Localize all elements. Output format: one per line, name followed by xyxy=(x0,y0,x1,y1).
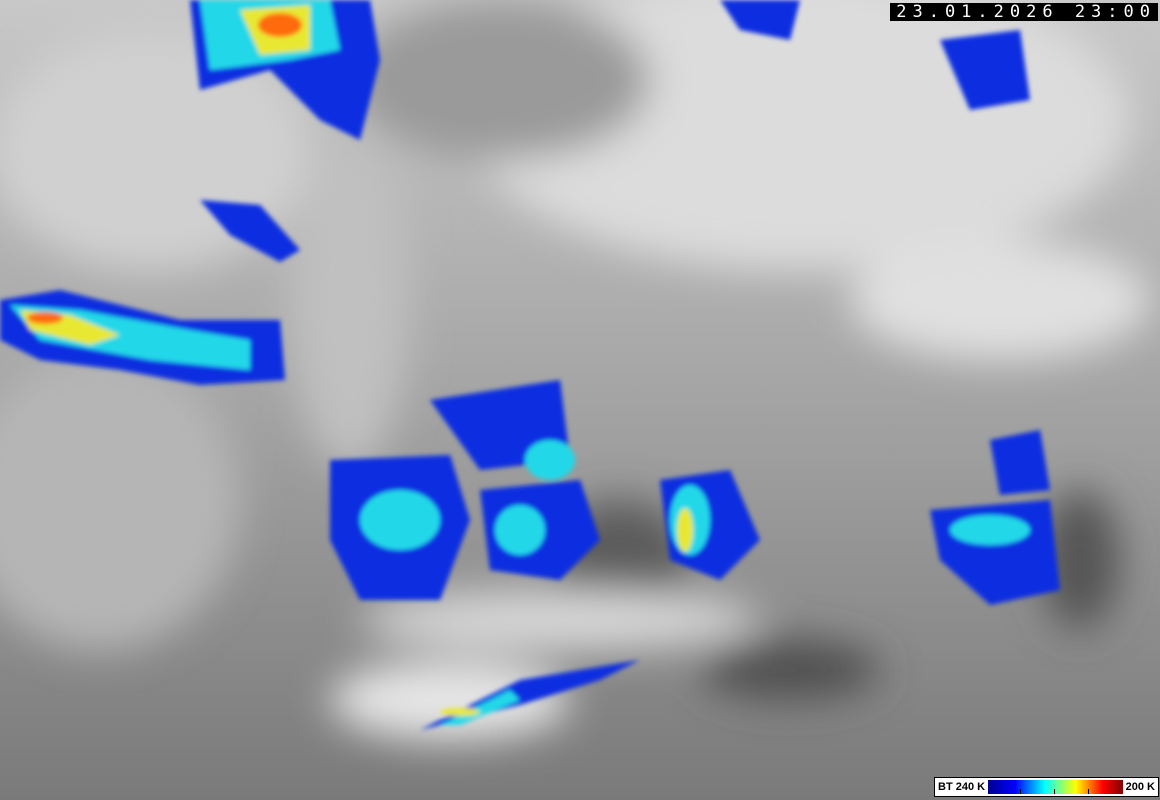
legend-max-label: 200 K xyxy=(1125,781,1155,793)
legend-color-bar xyxy=(988,780,1123,794)
color-scale-legend: BT 240 K 200 K xyxy=(934,777,1159,797)
cold-cloud-tops xyxy=(0,0,1060,730)
legend-min-label: BT 240 K xyxy=(938,781,986,793)
cloud-texture xyxy=(0,0,1150,740)
legend-tick xyxy=(1054,789,1055,794)
legend-tick xyxy=(1020,789,1022,794)
timestamp-label: 23.01.2026 23:00 xyxy=(890,3,1158,21)
legend-tick xyxy=(1087,789,1089,794)
